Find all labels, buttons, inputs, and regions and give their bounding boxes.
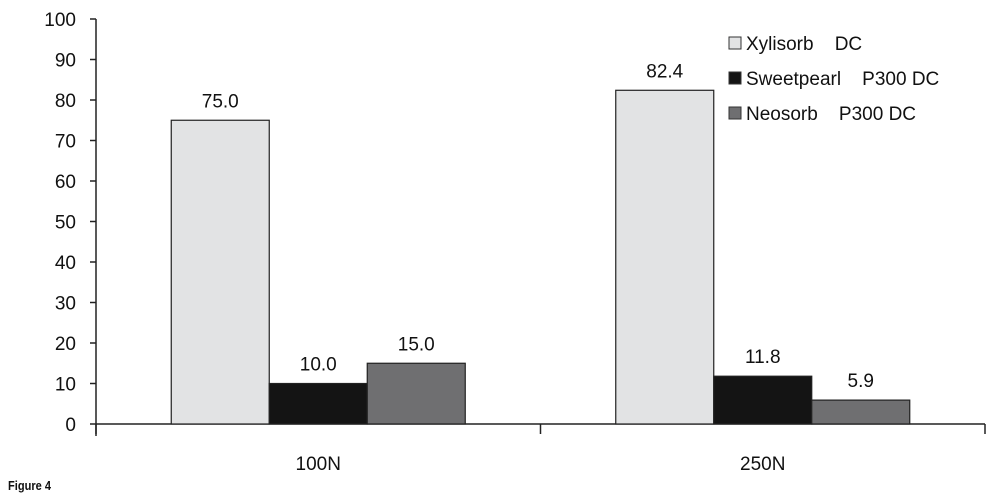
y-tick-label: 20 xyxy=(55,334,76,355)
y-tick-label: 70 xyxy=(55,132,76,153)
data-label: 15.0 xyxy=(398,334,435,355)
y-tick-label: 0 xyxy=(65,415,76,436)
bar xyxy=(713,375,813,425)
bar xyxy=(615,89,715,425)
data-label: 10.0 xyxy=(300,355,337,376)
bar xyxy=(366,362,466,425)
y-tick-label: 30 xyxy=(55,294,76,315)
data-label: 5.9 xyxy=(848,371,874,392)
legend-swatch xyxy=(728,36,742,50)
legend-swatch xyxy=(728,71,742,85)
x-tick-label: 100N xyxy=(296,454,341,475)
y-tick-label: 80 xyxy=(55,91,76,112)
y-tick-label: 60 xyxy=(55,172,76,193)
data-label: 82.4 xyxy=(646,61,683,82)
data-label: 75.0 xyxy=(202,91,239,112)
data-label: 11.8 xyxy=(745,347,781,368)
legend-label: Sweetpearl P300 DC xyxy=(746,69,939,90)
y-tick-label: 40 xyxy=(55,253,76,274)
bar xyxy=(268,382,368,425)
legend-label: Neosorb P300 DC xyxy=(746,104,916,125)
y-tick-label: 10 xyxy=(55,375,76,396)
legend-swatch xyxy=(728,106,742,120)
legend-label: Xylisorb DC xyxy=(746,34,862,55)
figure-caption: Figure 4 xyxy=(8,478,51,493)
x-tick-label: 250N xyxy=(740,454,785,475)
y-tick-label: 100 xyxy=(44,10,76,31)
y-tick-label: 50 xyxy=(55,213,76,234)
y-tick-label: 90 xyxy=(55,51,76,72)
bar xyxy=(811,399,911,425)
bar xyxy=(170,119,270,425)
